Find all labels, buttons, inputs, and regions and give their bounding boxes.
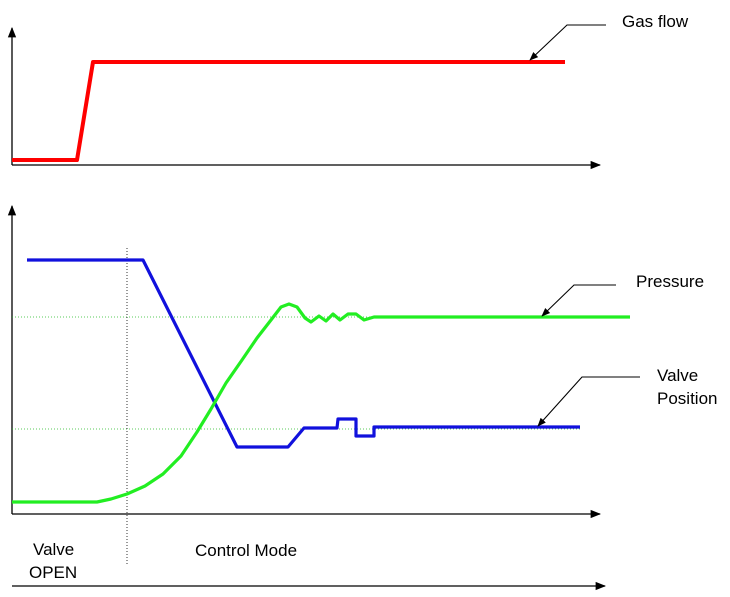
gas-flow-leader (529, 24, 606, 61)
pressure-leader (541, 284, 616, 317)
gas-flow-label: Gas flow (622, 12, 689, 31)
valve-open-label-line1: Valve (33, 540, 75, 559)
valve-position-label-line2: Position (657, 389, 718, 408)
pressure-label: Pressure (636, 272, 705, 291)
gas-flow-line (12, 60, 565, 162)
pressure-line (12, 302, 630, 504)
control-mode-label: Control Mode (195, 541, 298, 560)
valve-position-line (27, 258, 580, 449)
valve-position-leader (537, 376, 640, 427)
valve-open-label-line2: OPEN (29, 563, 78, 582)
valve-position-label-line1: Valve (657, 366, 699, 385)
